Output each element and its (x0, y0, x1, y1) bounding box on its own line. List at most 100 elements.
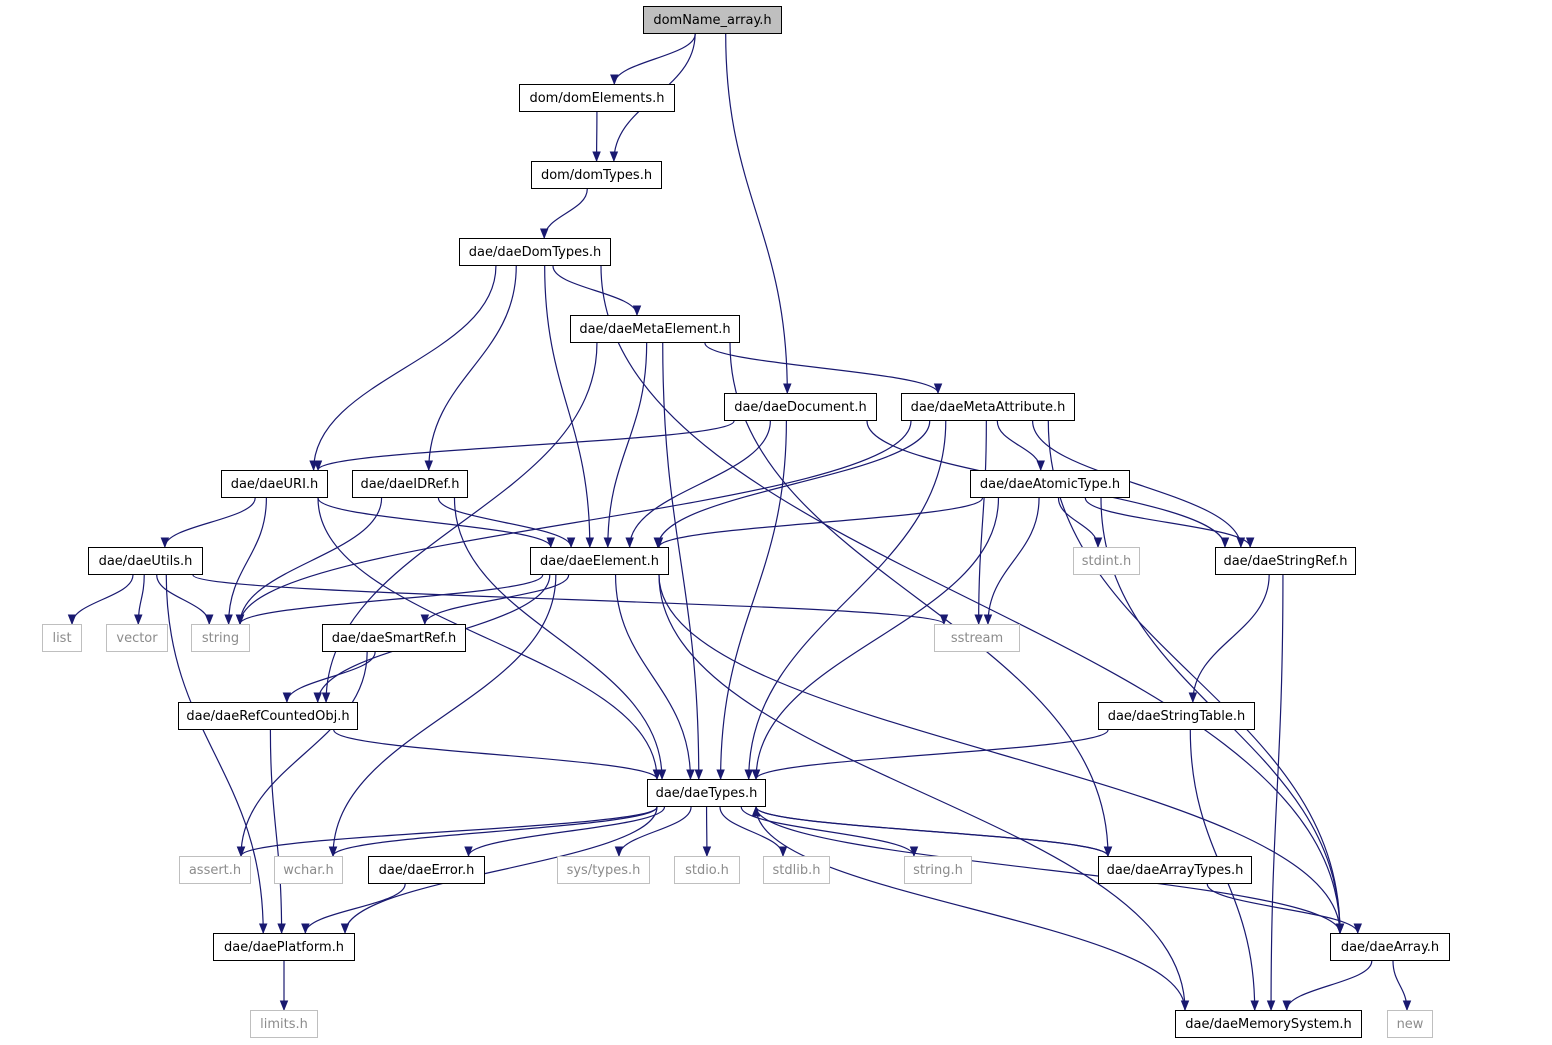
edge-daeSmartRef-to-assert (236, 651, 368, 858)
edge-daeElement-to-daeArray (658, 574, 1345, 935)
edge-daeStringTable-to-daeTypes (751, 729, 1109, 781)
node-vector: vector (106, 624, 168, 652)
edge-daeArray-to-daeMemorySystem (1282, 960, 1373, 1012)
edge-daeMemorySystem-to-daeTypes (751, 805, 1186, 1011)
edge-daeMetaAttribute-to-daeAtomicType (996, 420, 1046, 472)
edge-daeUtils-to-string (156, 574, 214, 626)
edge-root-to-domElements (610, 33, 696, 86)
edge-daeIDRef-to-daeTypes (453, 497, 667, 781)
edge-daeTypes-to-daePlatform (340, 806, 658, 935)
node-sstream: sstream (934, 624, 1020, 652)
node-stringh: string.h (904, 856, 972, 884)
node-daeStringRef[interactable]: dae/daeStringRef.h (1215, 547, 1356, 575)
edge-daeURI-to-daeUtils (160, 497, 256, 549)
edge-daeUtils-to-sstream (192, 574, 948, 626)
edge-daeStringRef-to-daeStringTable (1188, 574, 1270, 704)
edge-daeTypes-to-daeArray (755, 806, 1345, 935)
node-domTypes[interactable]: dom/domTypes.h (531, 161, 662, 189)
edge-daeDocument-to-daeURI (313, 420, 735, 472)
node-daeMetaAttribute[interactable]: dae/daeMetaAttribute.h (901, 393, 1075, 421)
edge-daeTypes-to-wchar (328, 806, 658, 858)
edge-daeDomTypes-to-daeElement (544, 265, 595, 549)
node-systypes: sys/types.h (557, 856, 650, 884)
edge-daeMetaElement-to-daeTypes (662, 342, 704, 781)
edge-daeAtomicType-to-daeElement (654, 497, 984, 549)
edge-daeTypes-to-stdlib (719, 806, 788, 858)
edge-daeArrayTypes-to-daeTypes (751, 805, 1109, 857)
node-daeMetaElement[interactable]: dae/daeMetaElement.h (570, 315, 740, 343)
edge-daeArrayTypes-to-daeArray (1206, 883, 1363, 935)
edge-daeAtomicType-to-daeTypes (751, 497, 1000, 781)
edge-daeStringRef-to-daeMemorySystem (1266, 574, 1284, 1012)
edge-daeURI-to-daeElement (317, 497, 555, 549)
edge-daeElement-to-string (235, 574, 544, 626)
node-daeTypes[interactable]: dae/daeTypes.h (647, 779, 766, 807)
node-domElements[interactable]: dom/domElements.h (519, 84, 675, 112)
node-daeRefCountedObj[interactable]: dae/daeRefCountedObj.h (178, 702, 358, 730)
edge-daeRefCountedObj-to-daePlatform (269, 729, 286, 935)
node-daeIDRef[interactable]: dae/daeIDRef.h (352, 470, 468, 498)
node-stdlib: stdlib.h (763, 856, 830, 884)
node-wchar: wchar.h (274, 856, 343, 884)
edge-daeElement-to-wchar (328, 574, 557, 858)
node-stdio: stdio.h (674, 856, 740, 884)
node-limits: limits.h (250, 1010, 318, 1038)
node-daePlatform[interactable]: dae/daePlatform.h (213, 933, 355, 961)
edge-daeDomTypes-to-daeIDRef (424, 265, 517, 472)
edge-daeTypes-to-stringh (740, 806, 919, 858)
edge-daeArray-to-new (1392, 960, 1412, 1012)
edge-daeMetaElement-to-daeArrayTypes (729, 342, 1113, 858)
edge-daeMetaAttribute-to-string (235, 420, 912, 626)
node-stdint: stdint.h (1073, 547, 1140, 575)
edge-daeAtomicType-to-stdint (1057, 497, 1103, 549)
edge-daeUtils-to-vector (133, 574, 145, 626)
edge-daeDocument-to-daeTypes (716, 420, 787, 781)
node-list: list (42, 624, 82, 652)
edge-daeMetaElement-to-daeElement (603, 342, 648, 549)
node-daeAtomicType[interactable]: dae/daeAtomicType.h (970, 470, 1130, 498)
edge-daeIDRef-to-string (235, 497, 383, 626)
edge-daeTypes-to-systypes (614, 806, 692, 858)
edge-daeIDRef-to-daeElement (437, 497, 576, 549)
edge-daeDocument-to-daeElement (625, 420, 771, 549)
edge-daeMetaElement-to-daeMetaAttribute (704, 342, 943, 395)
node-new: new (1387, 1010, 1433, 1038)
edge-daeMetaAttribute-to-sstream (974, 420, 987, 626)
node-assert: assert.h (179, 856, 251, 884)
node-daeDocument[interactable]: dae/daeDocument.h (724, 393, 877, 421)
edge-daeURI-to-daeTypes (317, 497, 662, 781)
node-daeElement[interactable]: dae/daeElement.h (530, 547, 669, 575)
edge-daeElement-to-daeTypes (614, 574, 695, 781)
edge-daeMetaAttribute-to-daeStringRef (1032, 420, 1246, 549)
edge-daeElement-to-daeMemorySystem (658, 574, 1190, 1012)
edge-daeMetaAttribute-to-daeArray (1047, 420, 1345, 935)
edge-daeMetaAttribute-to-daeElement (653, 420, 931, 549)
edge-root-to-daeDocument (725, 33, 792, 395)
edge-daeDomTypes-to-daeArray (600, 265, 1345, 935)
edge-daeUtils-to-list (67, 574, 134, 626)
edge-daeDomTypes-to-daeURI (309, 265, 497, 472)
edge-daeMetaAttribute-to-daeTypes (744, 420, 947, 781)
edge-daeSmartRef-to-daeRefCountedObj (282, 651, 376, 704)
node-root[interactable]: domName_array.h (643, 6, 782, 34)
node-daeArray[interactable]: dae/daeArray.h (1330, 933, 1450, 961)
node-string: string (191, 624, 250, 652)
edge-daeAtomicType-to-sstream (983, 497, 1040, 626)
node-daeError[interactable]: dae/daeError.h (368, 856, 485, 884)
edge-daeTypes-to-daeError (464, 806, 666, 858)
node-daeArrayTypes[interactable]: dae/daeArrayTypes.h (1098, 856, 1252, 884)
node-daeDomTypes[interactable]: dae/daeDomTypes.h (459, 238, 611, 266)
edge-daeUtils-to-daePlatform (165, 574, 268, 935)
edge-daeElement-to-daeSmartRef (420, 574, 570, 626)
edge-domTypes-to-daeDomTypes (539, 188, 588, 240)
node-daeStringTable[interactable]: dae/daeStringTable.h (1098, 702, 1255, 730)
edge-daeURI-to-string (224, 497, 267, 626)
node-daeSmartRef[interactable]: dae/daeSmartRef.h (322, 624, 466, 652)
edge-daeAtomicType-to-daeStringRef (1084, 497, 1255, 549)
edge-daeDomTypes-to-daeMetaElement (552, 265, 642, 317)
edge-daeRefCountedObj-to-daeTypes (333, 729, 662, 781)
node-daeMemorySystem[interactable]: dae/daeMemorySystem.h (1175, 1010, 1362, 1038)
node-daeURI[interactable]: dae/daeURI.h (221, 470, 328, 498)
node-daeUtils[interactable]: dae/daeUtils.h (88, 547, 203, 575)
